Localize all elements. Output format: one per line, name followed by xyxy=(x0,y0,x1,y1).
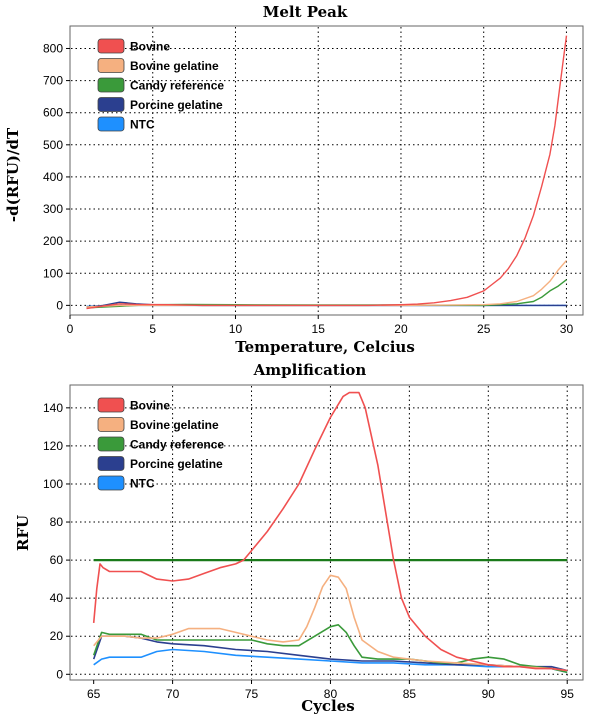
x-tick-label: 75 xyxy=(245,687,259,701)
series-line-bovine-gelatine xyxy=(86,259,568,308)
melt-peak-x-label: Temperature, Celcius xyxy=(235,338,415,356)
legend-entry: Bovine xyxy=(130,399,170,413)
x-tick-label: 80 xyxy=(324,687,338,701)
legend-swatch xyxy=(97,417,125,432)
amplification-grid xyxy=(71,386,582,679)
legend-entry: Candy reference xyxy=(130,79,224,93)
series-line-bovine-gelatine xyxy=(93,574,568,672)
x-tick-label: 10 xyxy=(229,322,243,336)
amplification-chart: Amplification 65 70 75 80 85 90 95 0 20 40 60 80 100… xyxy=(14,361,584,715)
x-tick-label: 20 xyxy=(394,322,408,336)
legend-entry: Bovine gelatine xyxy=(130,59,219,73)
y-tick-label: 20 xyxy=(50,629,64,643)
amplification-lines xyxy=(92,391,568,674)
legend-entry: Bovine xyxy=(130,40,170,54)
legend-entry: Bovine gelatine xyxy=(130,418,219,432)
legend-entry: NTC xyxy=(130,477,155,491)
legend-entry: NTC xyxy=(130,118,155,132)
melt-peak-title: Melt Peak xyxy=(263,3,348,21)
amplification-title: Amplification xyxy=(253,361,367,379)
y-tick-label: 80 xyxy=(50,515,64,529)
x-tick-label: 70 xyxy=(166,687,180,701)
y-tick-label: 40 xyxy=(50,591,64,605)
legend-swatch xyxy=(97,397,125,413)
y-tick-label: 0 xyxy=(56,298,63,312)
series-line-ntc xyxy=(93,648,568,674)
y-tick-label: 60 xyxy=(50,553,64,567)
legend-swatch xyxy=(97,97,125,112)
series-line-candy-reference xyxy=(92,624,568,674)
amplification-legend: Bovine Bovine gelatine Candy reference Porc… xyxy=(97,397,224,491)
melt-peak-chart: Melt Peak 0 5 10 15 20 25 30010020030040050060… xyxy=(4,3,584,356)
y-tick-label: 140 xyxy=(43,401,63,415)
legend-swatch xyxy=(97,38,125,54)
x-tick-label: 95 xyxy=(561,687,575,701)
x-tick-label: 5 xyxy=(149,322,156,336)
series-line-bovine xyxy=(92,391,568,672)
y-tick-label: 500 xyxy=(43,138,63,152)
x-tick-label: 25 xyxy=(477,322,491,336)
x-tick-label: 0 xyxy=(67,322,74,336)
amplification-plot-area xyxy=(69,384,584,681)
y-tick-label: 0 xyxy=(56,667,63,681)
x-tick-label: 30 xyxy=(560,322,574,336)
y-tick-label: 400 xyxy=(43,170,63,184)
x-tick-label: 15 xyxy=(312,322,326,336)
y-tick-label: 100 xyxy=(43,477,63,491)
x-tick-label: 85 xyxy=(403,687,417,701)
y-tick-label: 200 xyxy=(43,234,63,248)
y-tick-label: 800 xyxy=(43,41,63,55)
y-tick-label: 600 xyxy=(43,106,63,120)
legend-swatch xyxy=(97,77,125,93)
legend-entry: Porcine gelatine xyxy=(130,98,223,112)
y-tick-label: 120 xyxy=(43,439,63,453)
x-tick-label: 65 xyxy=(87,687,101,701)
y-tick-label: 300 xyxy=(43,202,63,216)
melt-peak-y-label: -d(RFU)/dT xyxy=(4,127,22,222)
y-tick-label: 700 xyxy=(43,74,63,88)
legend-entry: Candy reference xyxy=(130,438,224,452)
y-tick-label: 100 xyxy=(43,266,63,280)
legend-swatch xyxy=(97,58,125,73)
legend-entry: Porcine gelatine xyxy=(130,457,223,471)
amplification-y-label: RFU xyxy=(14,515,32,551)
x-tick-label: 90 xyxy=(482,687,496,701)
legend-swatch xyxy=(97,475,125,491)
melt-peak-grid xyxy=(71,27,582,314)
legend-swatch xyxy=(97,436,125,452)
amplification-ticks: 65 70 75 80 85 90 95 0 20 40 60 80 100 120 140 xyxy=(43,401,574,701)
series-line-bovine xyxy=(86,35,568,310)
melt-peak-lines xyxy=(86,35,568,310)
amplification-x-label: Cycles xyxy=(301,697,354,715)
melt-peak-legend: Bovine Bovine gelatine Candy reference Porc… xyxy=(97,38,224,132)
legend-swatch xyxy=(97,456,125,471)
legend-swatch xyxy=(97,116,125,132)
melt-peak-plot-area xyxy=(69,25,584,316)
